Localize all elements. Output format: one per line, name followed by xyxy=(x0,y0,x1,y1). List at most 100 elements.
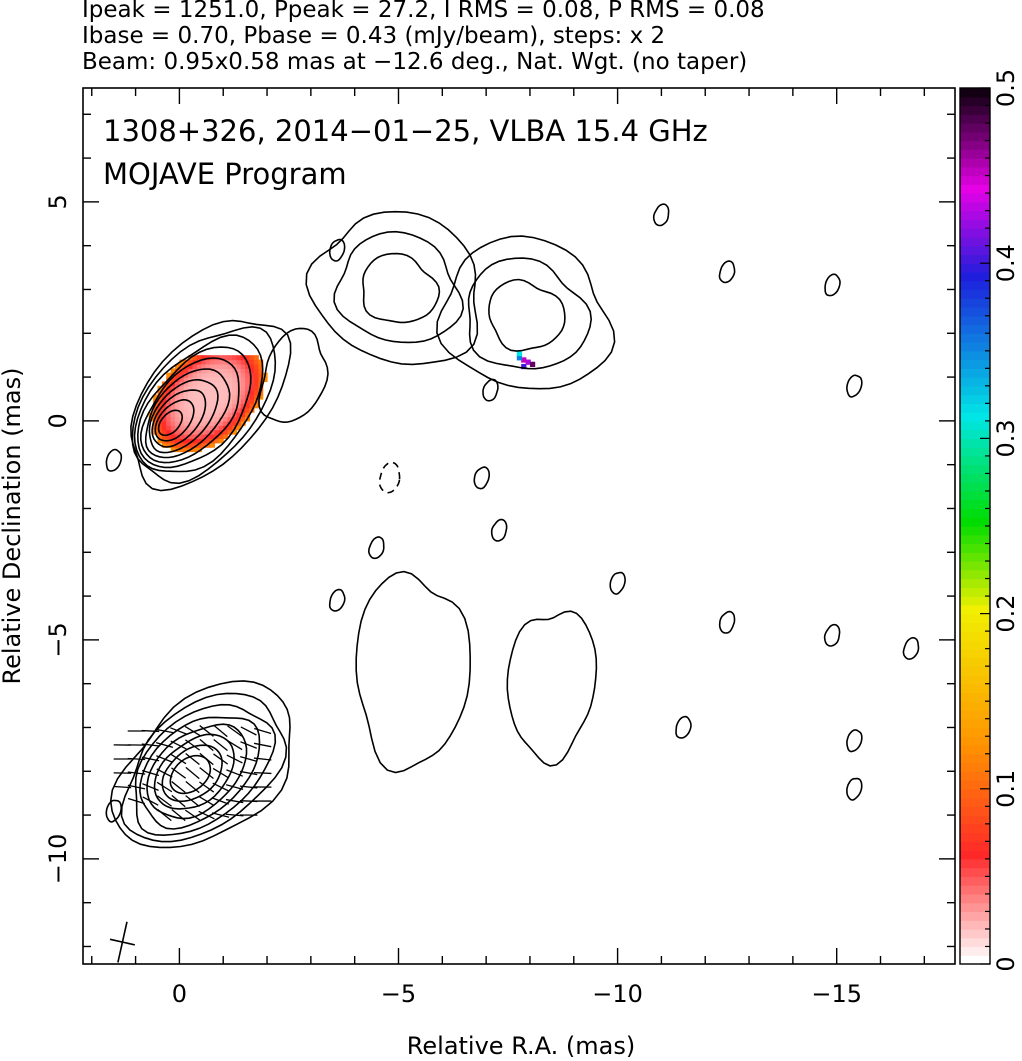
pol-pixel xyxy=(529,361,536,368)
colorbar-tick-label: 0.4 xyxy=(992,244,1020,282)
pol-pixel xyxy=(166,420,172,426)
colorbar xyxy=(959,87,991,965)
colorbar-segment xyxy=(960,254,990,264)
pol-pixel xyxy=(192,394,198,400)
pol-pixel xyxy=(210,420,216,426)
negative-contour xyxy=(378,461,401,494)
colorbar-segment xyxy=(960,666,990,676)
pol-pixel xyxy=(218,377,224,383)
pol-pixel xyxy=(240,377,246,383)
pol-pixel xyxy=(196,390,202,396)
pol-pixel xyxy=(223,390,229,396)
pol-pixel xyxy=(253,403,259,409)
pol-pixel xyxy=(166,412,172,418)
colorbar-segment xyxy=(960,315,990,326)
pol-pixel xyxy=(210,398,216,404)
pol-contour xyxy=(134,703,277,837)
pol-pixel xyxy=(175,368,181,374)
pol-pixel xyxy=(192,420,198,426)
pol-pixel xyxy=(175,420,181,426)
evpa-vector xyxy=(156,755,173,763)
evpa-vector xyxy=(239,785,258,789)
pol-pixel xyxy=(179,434,185,440)
pol-pixel xyxy=(170,368,176,374)
evpa-vector xyxy=(199,725,214,737)
pol-pixel xyxy=(196,412,202,418)
evpa-vector xyxy=(185,780,200,794)
colorbar-segment xyxy=(960,385,990,396)
noise-contour xyxy=(846,374,863,398)
pol-pixel xyxy=(192,398,198,404)
pol-pixel xyxy=(179,398,185,404)
pol-pixel xyxy=(179,363,185,369)
pol-pixel xyxy=(166,429,172,435)
pol-pixel xyxy=(170,412,176,418)
pol-pixel xyxy=(183,434,189,440)
pol-pixel xyxy=(157,425,163,431)
pol-pixel xyxy=(245,355,251,361)
colorbar-segment xyxy=(960,587,990,597)
pol-pixel xyxy=(214,425,220,431)
pol-contour xyxy=(109,680,291,849)
pol-pixel xyxy=(161,403,167,409)
colorbar-segment xyxy=(960,438,990,448)
pol-pixel xyxy=(161,434,167,440)
y-tick-label: 0 xyxy=(44,413,72,428)
pol-pixel xyxy=(231,363,237,369)
colorbar-segment xyxy=(960,806,990,816)
pol-pixel xyxy=(245,412,251,418)
evpa-vector xyxy=(213,739,228,751)
pol-pixel xyxy=(223,398,229,404)
x-tick-label: −10 xyxy=(592,980,643,1008)
evpa-vector xyxy=(213,753,229,765)
pol-pixel xyxy=(196,385,202,391)
y-axis-label: Relative Declination (mas) xyxy=(0,367,26,684)
pol-pixel xyxy=(205,425,211,431)
pol-pixel xyxy=(196,372,202,378)
pol-pixel xyxy=(218,368,224,374)
pol-pixel xyxy=(188,412,194,418)
pol-pixel xyxy=(205,363,211,369)
evpa-vector xyxy=(198,810,215,820)
pol-pixel xyxy=(218,359,224,365)
colorbar-segment xyxy=(960,613,990,623)
pol-pixel xyxy=(201,381,207,387)
pol-pixel xyxy=(175,363,181,369)
pol-pixel xyxy=(183,398,189,404)
pol-pixel xyxy=(236,368,242,374)
core-contour xyxy=(154,399,195,442)
colorbar-segment xyxy=(960,657,990,667)
pol-pixel xyxy=(196,359,202,365)
pol-pixel xyxy=(214,429,220,435)
pol-pixel xyxy=(196,447,202,453)
colorbar-segment xyxy=(960,377,990,387)
pol-pixel xyxy=(153,403,159,409)
x-tick-label: −5 xyxy=(381,980,416,1008)
pol-pixel xyxy=(196,416,202,422)
colorbar-segment xyxy=(960,490,990,501)
jet-knot-contour xyxy=(362,252,441,324)
pol-pixel xyxy=(231,403,237,409)
pol-pixel xyxy=(179,407,185,413)
noise-contour xyxy=(328,588,346,612)
evpa-vector xyxy=(199,752,214,766)
colorbar-segment xyxy=(960,403,990,413)
core-extension-contour xyxy=(258,327,329,424)
pol-pixel xyxy=(183,385,189,391)
evpa-vector xyxy=(240,741,258,749)
pol-pixel xyxy=(205,403,211,409)
noise-contour xyxy=(675,715,692,739)
pol-pixel xyxy=(170,398,176,404)
pol-pixel xyxy=(166,372,172,378)
pol-pixel xyxy=(245,368,251,374)
evpa-vector xyxy=(253,757,272,761)
evpa-vector xyxy=(225,798,244,804)
plot-frame xyxy=(82,87,956,965)
pol-pixel xyxy=(253,363,259,369)
evpa-vector xyxy=(240,755,258,763)
colorbar-segment xyxy=(960,902,990,913)
axis-ticks xyxy=(83,88,955,964)
core-contour xyxy=(151,389,207,448)
pol-pixel xyxy=(188,377,194,383)
pol-pixel xyxy=(161,385,167,391)
